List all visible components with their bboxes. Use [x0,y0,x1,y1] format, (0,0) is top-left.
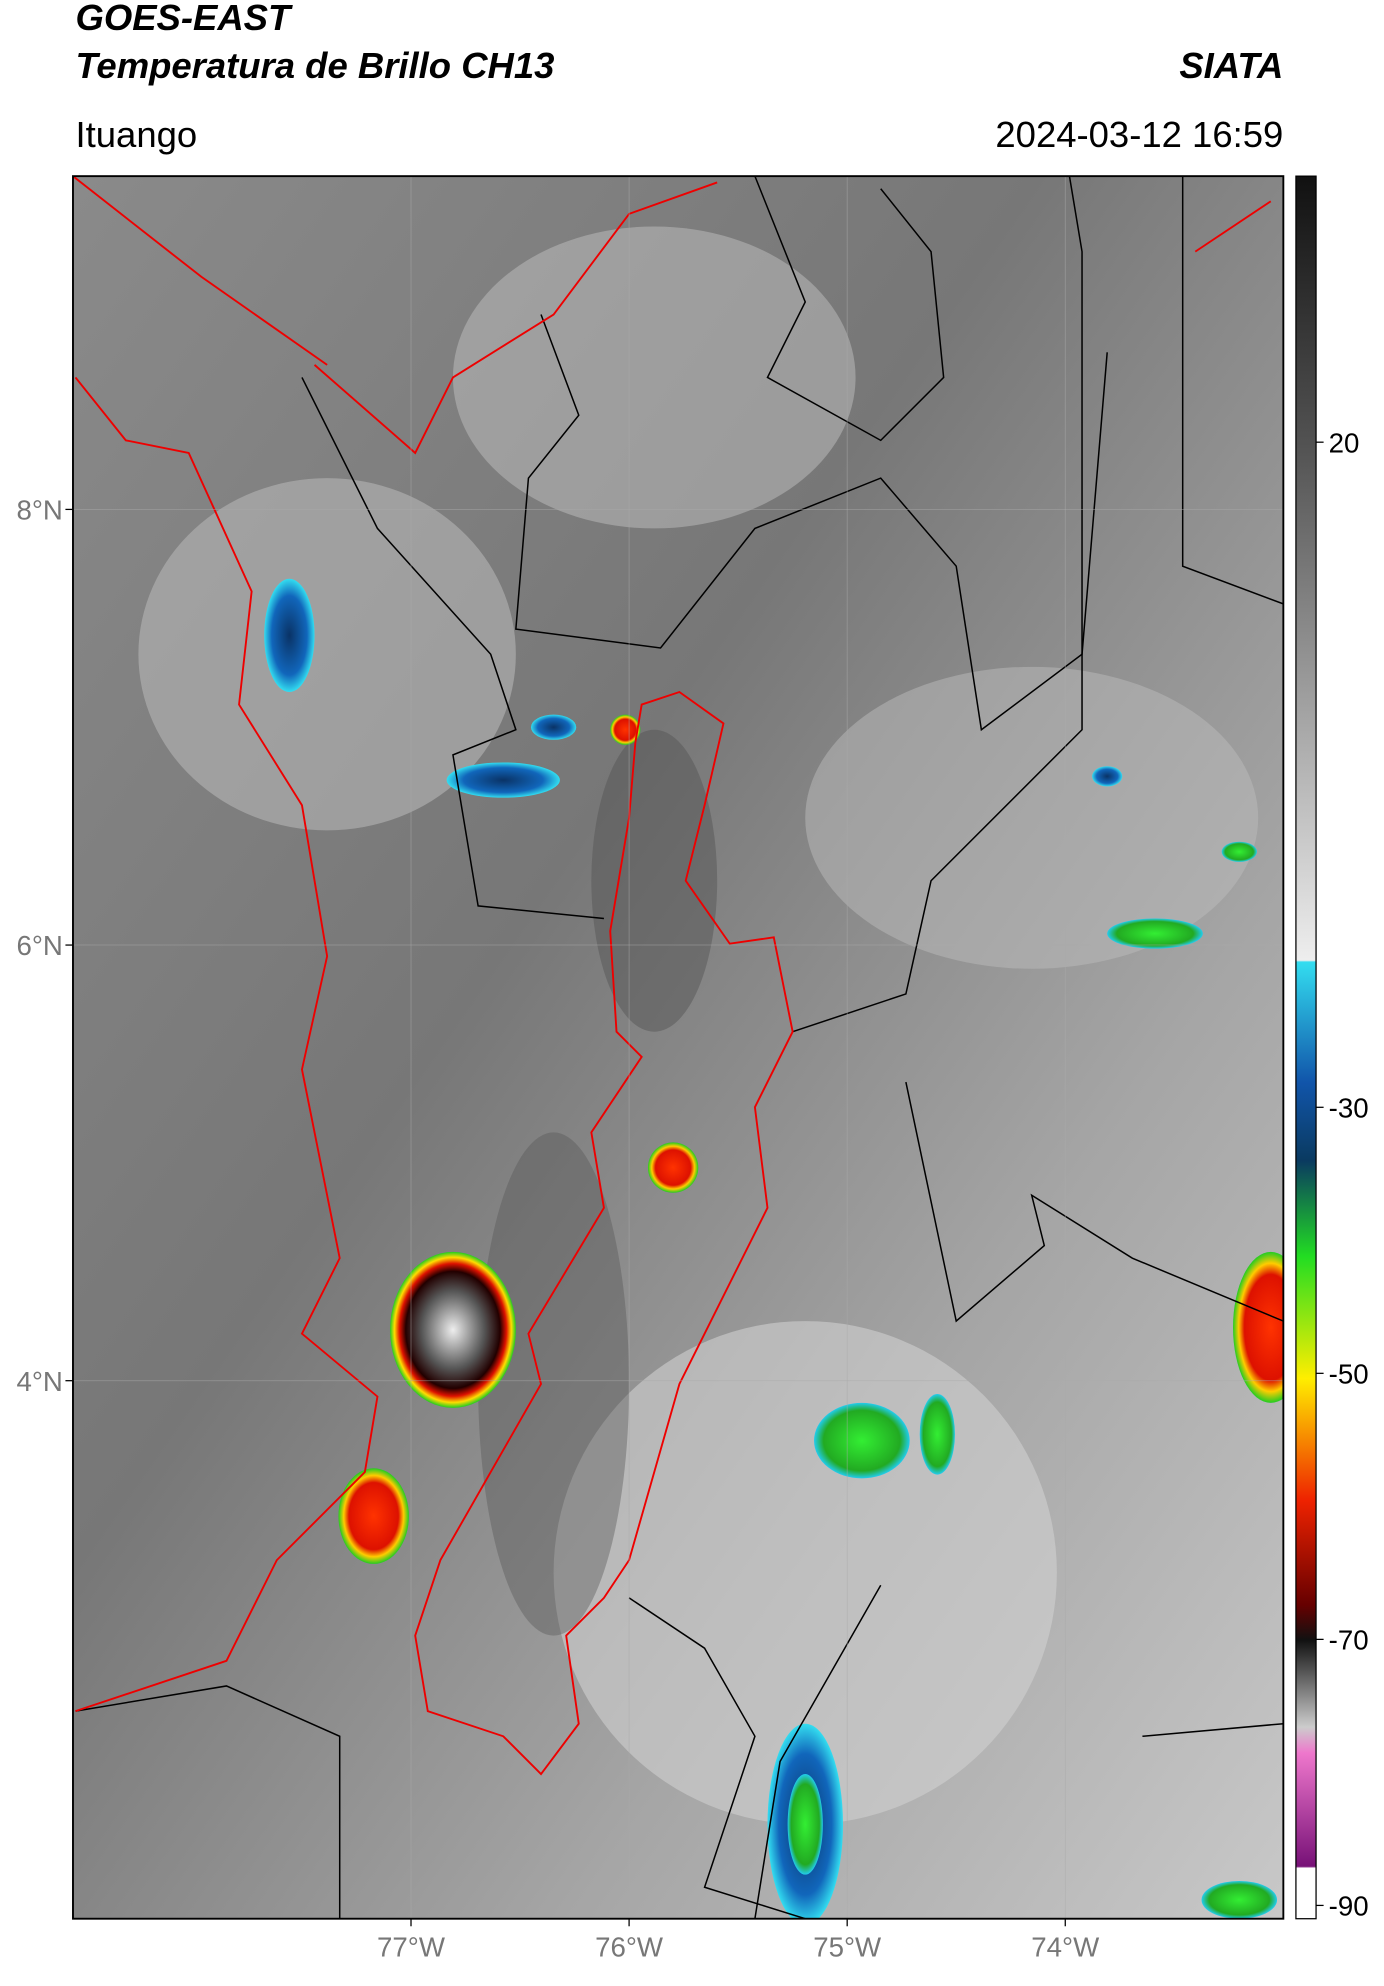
lon-label: 75°W [813,1931,882,1962]
map-image [72,176,1284,1919]
lat-label: 6°N [16,930,62,961]
location: Ituango [75,114,197,155]
colorbar-label: -50 [1329,1358,1369,1389]
colorbar-label: -90 [1329,1890,1369,1921]
map-frame [72,175,1285,1920]
colorbar [1295,175,1317,1920]
colorbar-label: -70 [1329,1624,1369,1655]
lon-label: 76°W [595,1931,664,1962]
colorbar-label: 20 [1329,427,1360,458]
lon-label: 74°W [1031,1931,1100,1962]
timestamp: 2024-03-12 16:59 [995,114,1283,155]
lon-label: 77°W [377,1931,446,1962]
satellite: GOES-EAST [75,0,293,38]
product: Temperatura de Brillo CH13 [75,45,554,86]
lat-label: 4°N [16,1366,62,1397]
lat-label: 8°N [16,494,62,525]
colorbar-label: -30 [1329,1092,1369,1123]
source: SIATA [1179,45,1283,86]
grid [72,176,1284,1919]
